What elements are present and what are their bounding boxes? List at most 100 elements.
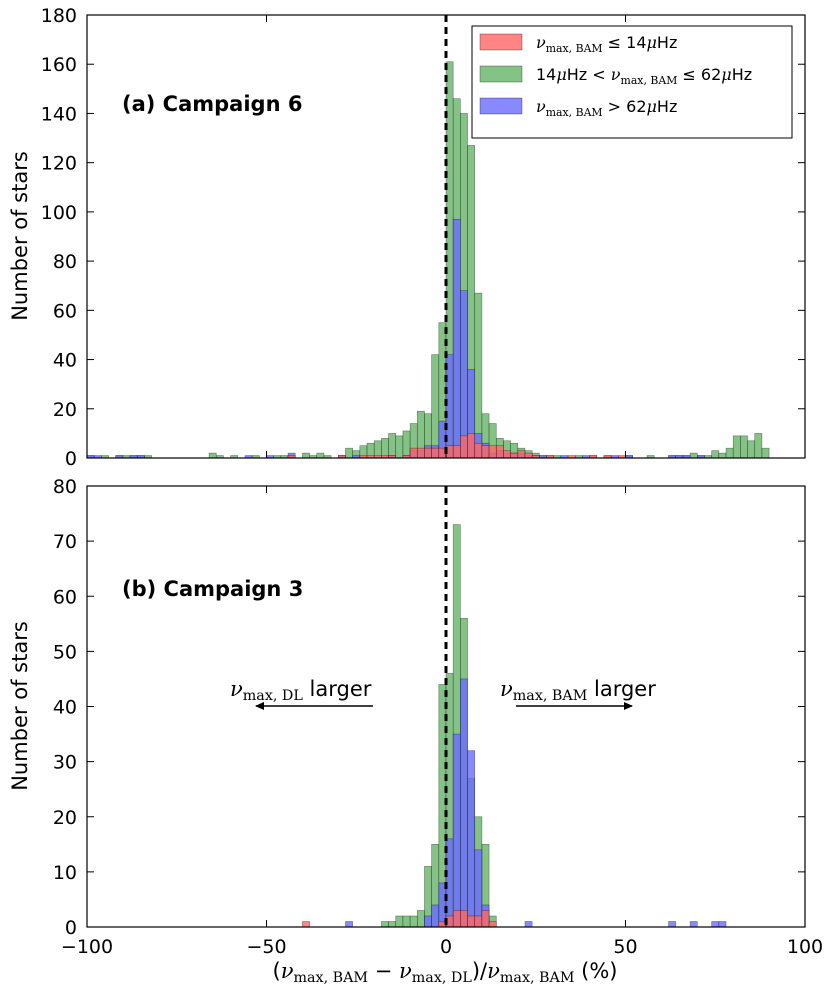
bar-mid — [725, 447, 734, 458]
bar-low — [424, 447, 432, 458]
legend-label-mid-part: μ — [556, 65, 566, 84]
bar-high — [718, 921, 727, 927]
y-tick-label: 70 — [53, 531, 77, 553]
bar-low — [510, 452, 519, 458]
x-axis-label-part: max, DL — [412, 970, 473, 986]
legend-label-high: νmax, BAM > 62μHz — [536, 97, 677, 119]
y-tick-label: 20 — [53, 399, 77, 421]
bar-low — [431, 447, 440, 458]
bar-low — [517, 450, 526, 458]
bar-low — [495, 445, 504, 458]
legend-label-low-part: max, BAM — [546, 42, 603, 55]
bar-mid — [366, 442, 375, 458]
annotation-right-part: larger — [587, 677, 656, 701]
x-axis-label-part: ν — [399, 959, 412, 983]
bar-low — [452, 445, 461, 458]
y-tick-label: 50 — [53, 641, 77, 663]
histogram-bars — [302, 524, 727, 927]
bar-high — [711, 921, 720, 927]
y-tick-label: 40 — [53, 350, 77, 372]
x-axis-label-part: ν — [487, 959, 500, 983]
annotation-left: νmax, DL larger — [230, 677, 372, 704]
bar-low — [488, 921, 497, 927]
legend-label-high-part: μ — [647, 97, 657, 116]
legend-label-high-part: > 62 — [603, 97, 647, 116]
y-tick-label: 140 — [41, 103, 77, 125]
legend-label-low-part: μ — [647, 33, 657, 52]
x-tick-label: 100 — [787, 936, 823, 958]
bar-high — [668, 921, 677, 927]
legend-label-low-part: ≤ 14 — [603, 33, 647, 52]
legend-label-high-part: Hz — [657, 97, 677, 116]
legend-label-mid: 14μHz < νmax, BAM ≤ 62μHz — [536, 65, 752, 87]
bar-low — [481, 445, 490, 458]
bar-mid — [302, 452, 310, 458]
bar-mid — [761, 447, 770, 458]
y-tick-label: 80 — [53, 476, 77, 498]
x-axis-label-part: max, BAM — [500, 970, 575, 986]
bar-high — [474, 849, 483, 927]
bar-mid — [424, 413, 432, 458]
y-tick-label: 100 — [41, 202, 77, 224]
legend-label-mid-part: Hz < — [567, 65, 611, 84]
panel-a-campaign-6: 0 20 40 60 80 100 120 140 160 180 Number of stars (… — [8, 5, 806, 470]
x-axis-label-part: ( — [273, 959, 281, 983]
bar-low — [460, 910, 468, 927]
y-tick-label: 0 — [65, 448, 77, 470]
annotation-left-part: ν — [230, 677, 243, 701]
x-tick-label: −100 — [61, 936, 113, 958]
legend-box — [471, 25, 793, 139]
x-axis-label-part: max, BAM — [294, 970, 369, 986]
legend-label-high-part: ν — [536, 97, 546, 116]
annotation-right-part: max, BAM — [513, 688, 588, 704]
x-tick-label: 50 — [613, 936, 637, 958]
annotations: νmax, DL larger ν max, BAM larger — [230, 677, 656, 710]
x-axis-label-part: )/ — [472, 959, 488, 983]
bar-mid — [732, 435, 741, 458]
bar-low — [467, 915, 476, 927]
bar-high — [345, 921, 353, 927]
bar-low — [503, 450, 511, 458]
bar-mid — [395, 435, 404, 458]
x-axis-label-part: − — [368, 959, 399, 983]
legend-label-low-part: ν — [536, 33, 546, 52]
x-axis-label: (νmax, BAM − νmax, DL)/νmax, BAM (%) — [273, 959, 618, 986]
x-axis-label-part: (%) — [574, 959, 617, 983]
panel-title: (a) Campaign 6 — [122, 92, 302, 116]
bar-mid — [740, 435, 748, 458]
y-tick-label: 160 — [41, 54, 77, 76]
bar-mid — [718, 452, 727, 458]
bar-low — [302, 921, 310, 927]
panel-title: (b) Campaign 3 — [122, 577, 303, 601]
bar-mid — [345, 447, 353, 458]
bar-high — [452, 733, 461, 927]
bar-high — [431, 904, 440, 927]
bar-mid — [316, 452, 325, 458]
bar-mid — [416, 910, 425, 927]
legend-swatch-mid — [479, 65, 523, 83]
bar-low — [524, 452, 533, 458]
legend-label-low-part: Hz — [657, 33, 677, 52]
bar-high — [445, 354, 454, 458]
bar-low — [474, 442, 483, 458]
y-tick-label: 60 — [53, 300, 77, 322]
legend-swatch-low — [479, 33, 523, 51]
y-tick-label: 120 — [41, 153, 77, 175]
bar-high — [524, 921, 533, 927]
bar-high — [467, 750, 476, 927]
bar-mid — [402, 430, 411, 458]
x-axis-label-part: ν — [281, 959, 294, 983]
y-tick-label: 40 — [53, 697, 77, 719]
bar-low — [409, 447, 418, 458]
y-tick-label: 60 — [53, 586, 77, 608]
bar-low — [416, 447, 425, 458]
x-tick-label: −50 — [246, 936, 286, 958]
bar-mid — [395, 915, 404, 927]
bar-mid — [402, 915, 411, 927]
bar-mid — [208, 452, 217, 458]
bar-high — [452, 218, 461, 458]
annotation-left-part: max, DL — [243, 688, 304, 704]
legend-label-mid-part: max, BAM — [621, 74, 678, 87]
